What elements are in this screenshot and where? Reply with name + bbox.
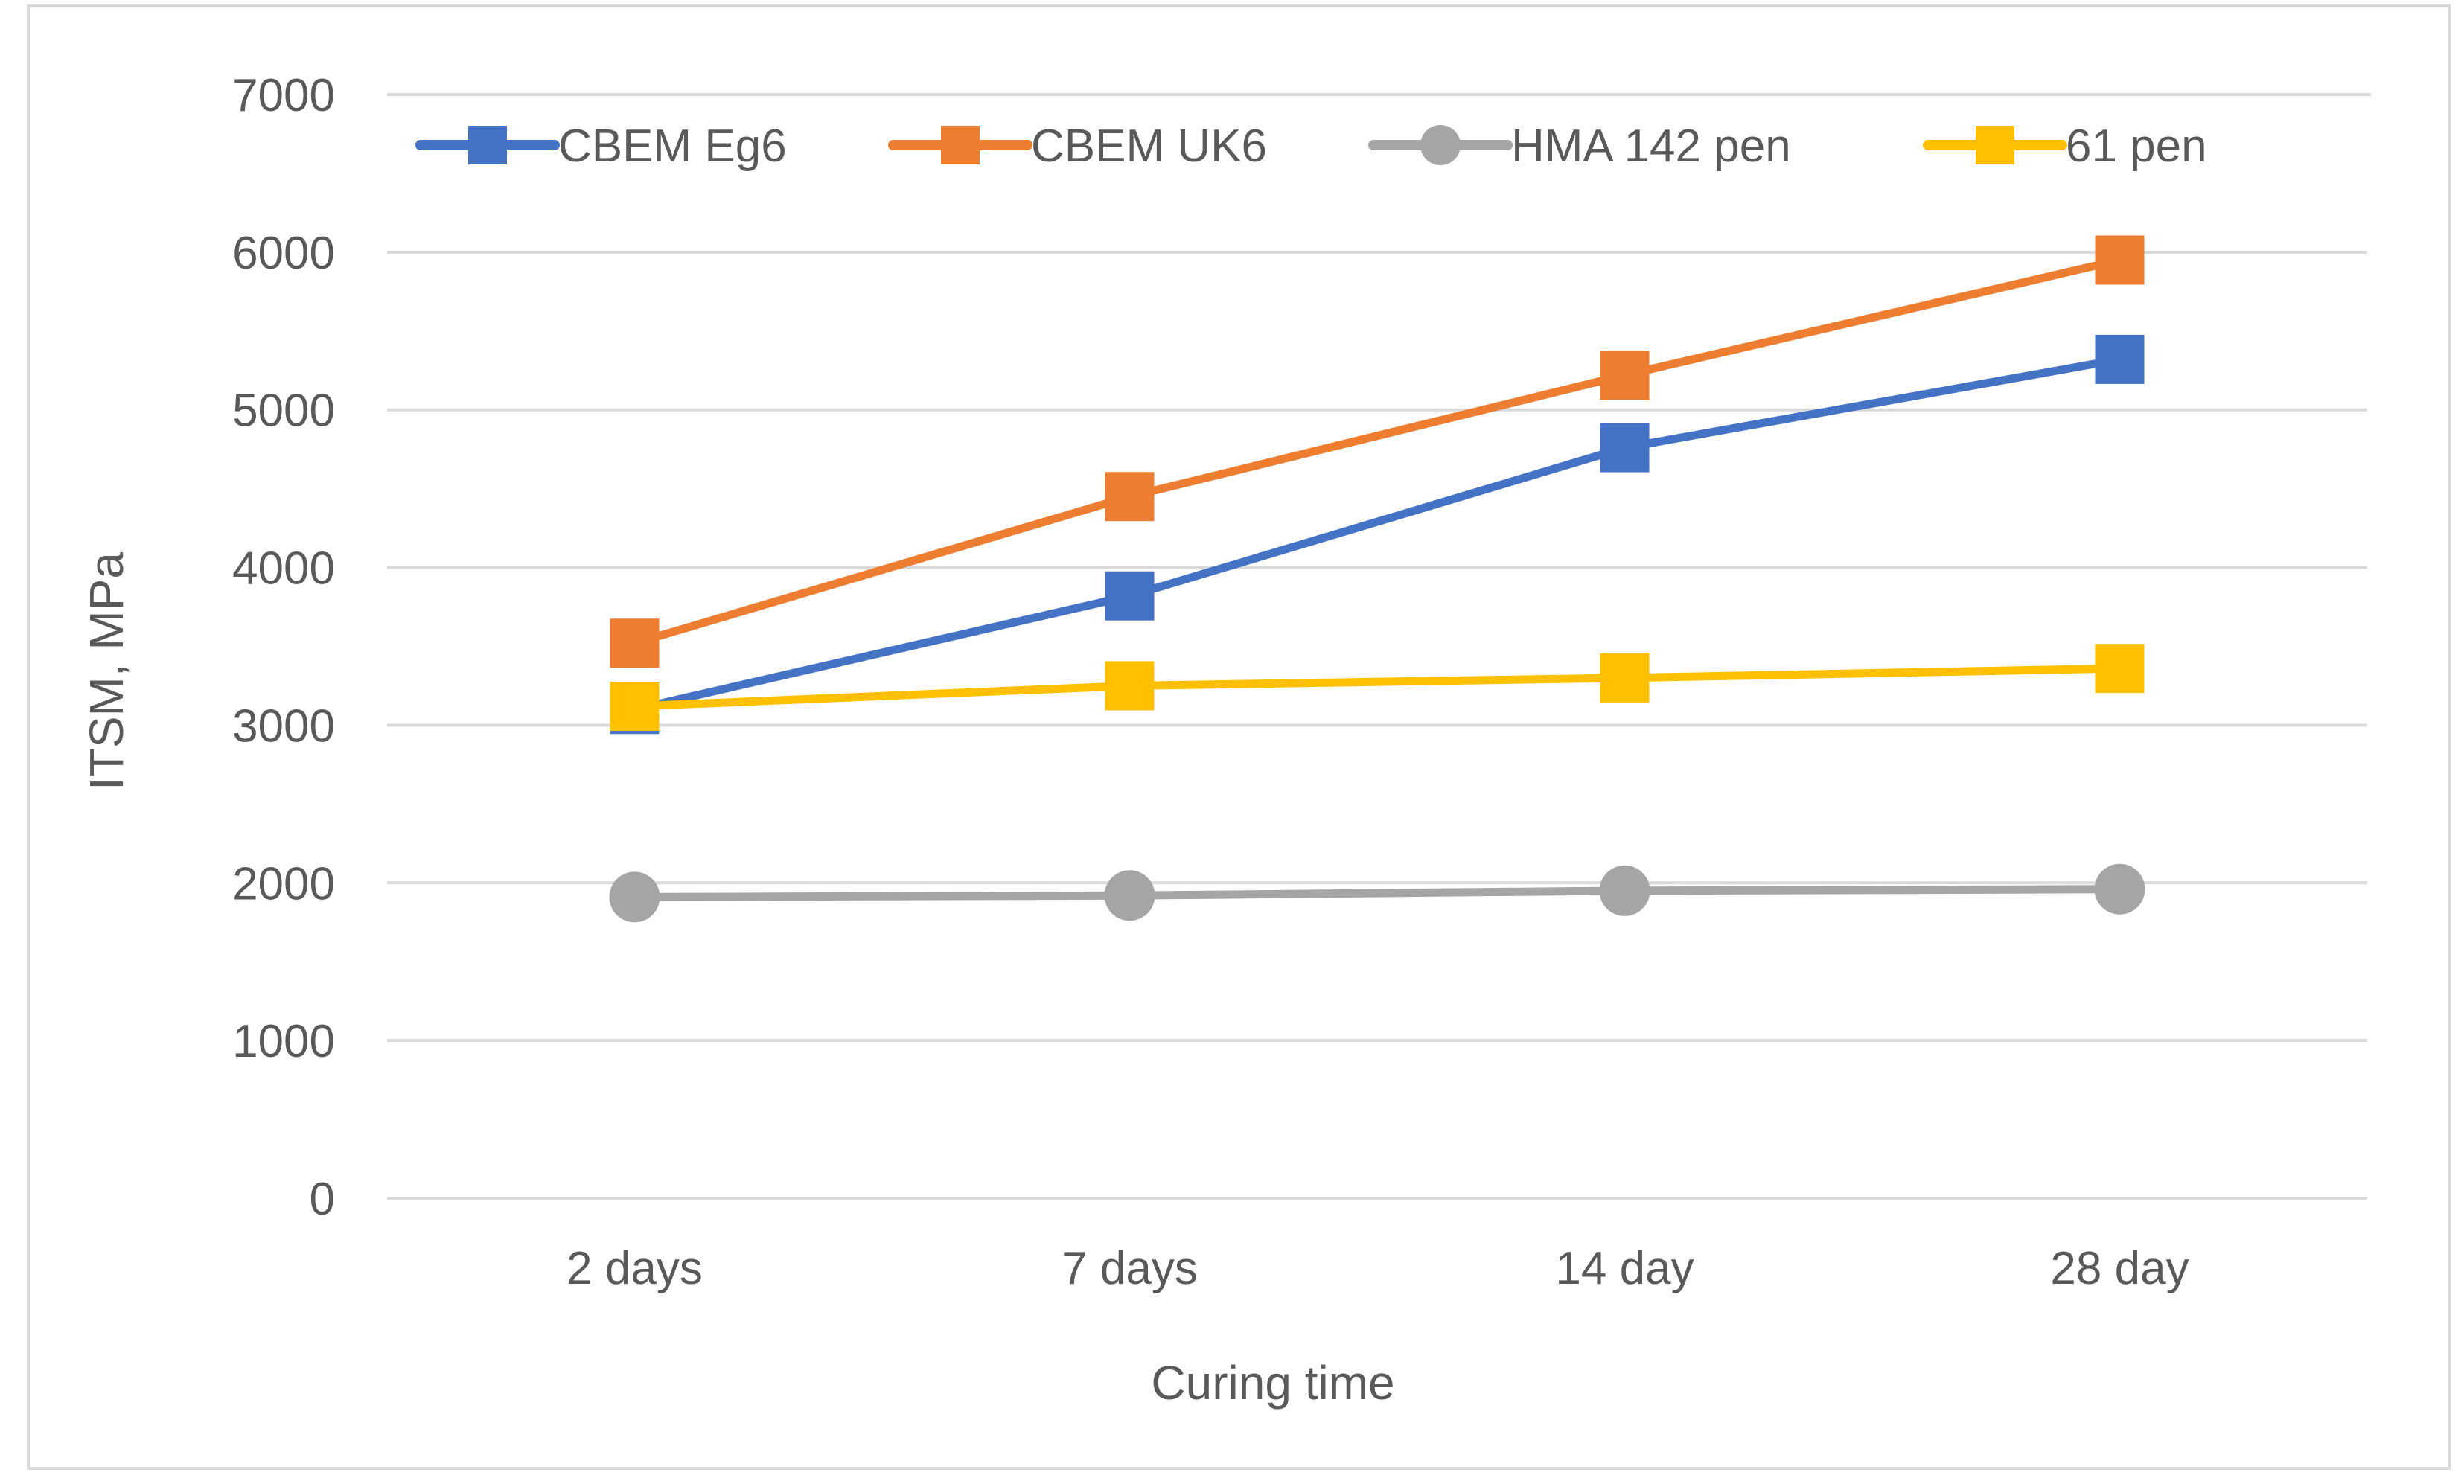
- y-tick-label: 1000: [232, 1016, 335, 1067]
- data-point: [1600, 351, 1650, 400]
- legend-item: CBEM Eg6: [415, 121, 787, 172]
- legend-label: 61 pen: [2066, 121, 2207, 172]
- legend-swatch-marker: [1420, 125, 1461, 165]
- y-tick-label: 6000: [232, 228, 335, 279]
- legend-label: CBEM UK6: [1031, 121, 1267, 172]
- series-cbem-uk6: [610, 235, 2145, 668]
- data-point: [609, 871, 660, 923]
- series-line-cbem-uk6: [631, 255, 2124, 647]
- gridlines: [387, 93, 2367, 1200]
- data-point: [1105, 661, 1155, 711]
- x-axis-title: Curing time: [1151, 1356, 1394, 1410]
- x-tick-label: 28 day: [2050, 1243, 2189, 1294]
- series-61-pen: [610, 644, 2145, 732]
- data-point: [2094, 863, 2145, 915]
- data-point: [1599, 865, 1650, 916]
- data-point: [2095, 235, 2145, 285]
- y-tick-label: 5000: [232, 386, 335, 437]
- series-line-cbem-eg6: [631, 355, 2124, 714]
- series-lines: [609, 235, 2145, 923]
- data-point: [610, 618, 660, 668]
- y-tick-label: 3000: [232, 700, 335, 752]
- data-point: [2095, 334, 2145, 384]
- legend-item: 61 pen: [1923, 121, 2207, 172]
- y-tick-label: 4000: [232, 543, 335, 595]
- x-axis-ticks: 2 days 7 days 14 day 28 day: [566, 1243, 2189, 1294]
- legend-swatch-marker: [468, 126, 507, 164]
- data-point: [1104, 870, 1155, 921]
- series-line-61-pen: [631, 664, 2124, 711]
- x-tick-label: 7 days: [1062, 1243, 1198, 1294]
- legend-swatch-marker: [941, 126, 980, 164]
- legend: CBEM Eg6 CBEM UK6 HMA 142 pen 61 pen: [415, 121, 2207, 172]
- x-tick-label: 14 day: [1555, 1243, 1694, 1294]
- y-tick-label: 2000: [232, 858, 335, 909]
- legend-label: HMA 142 pen: [1511, 121, 1791, 172]
- x-tick-label: 2 days: [566, 1243, 703, 1294]
- legend-swatch-marker: [1976, 126, 2014, 164]
- chart-border: [27, 4, 2451, 1470]
- y-tick-label: 7000: [232, 70, 335, 121]
- y-tick-label: 0: [310, 1174, 335, 1225]
- data-point: [1600, 423, 1650, 473]
- data-point: [1105, 571, 1155, 621]
- legend-item: HMA 142 pen: [1368, 121, 1791, 172]
- data-point: [2095, 644, 2145, 694]
- y-axis-ticks: 0 1000 2000 3000 4000 5000 6000 7000: [232, 70, 335, 1225]
- legend-item: CBEM UK6: [888, 121, 1267, 172]
- data-point: [1105, 472, 1155, 522]
- series-line-hma-142-pen: [631, 885, 2124, 901]
- legend-label: CBEM Eg6: [558, 121, 787, 172]
- series-hma-142-pen: [609, 863, 2145, 923]
- y-axis-title: ITSM, MPa: [80, 552, 133, 790]
- data-point: [610, 682, 660, 732]
- data-point: [1600, 653, 1650, 703]
